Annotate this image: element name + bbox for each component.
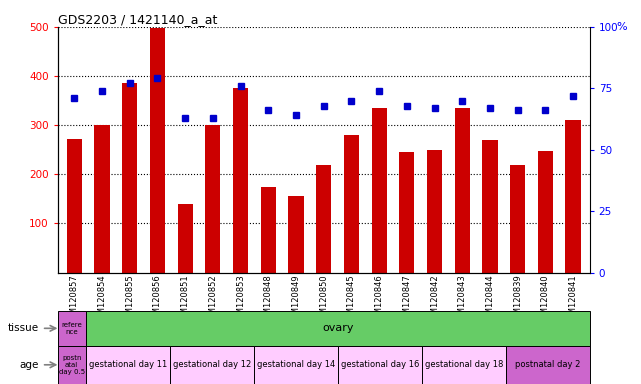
Text: age: age	[20, 360, 39, 370]
Bar	[58, 311, 86, 346]
Bar	[538, 151, 553, 273]
Bar	[454, 108, 470, 273]
Bar	[122, 83, 137, 273]
Bar	[86, 346, 170, 384]
Y-axis label: %: %	[617, 22, 627, 32]
Text: GDS2203 / 1421140_a_at: GDS2203 / 1421140_a_at	[58, 13, 217, 26]
Bar	[344, 135, 359, 273]
Bar	[482, 140, 497, 273]
Bar	[399, 152, 415, 273]
Bar	[565, 120, 581, 273]
Text: postn
atal
day 0.5: postn atal day 0.5	[58, 355, 85, 375]
Bar	[510, 164, 525, 273]
Bar	[288, 197, 304, 273]
Bar	[178, 204, 193, 273]
Bar	[205, 125, 221, 273]
Text: ovary: ovary	[322, 323, 353, 333]
Bar	[170, 346, 254, 384]
Bar	[316, 164, 331, 273]
Bar	[422, 346, 506, 384]
Text: tissue: tissue	[8, 323, 39, 333]
Bar	[150, 28, 165, 273]
Bar	[338, 346, 422, 384]
Text: refere
nce: refere nce	[62, 322, 82, 335]
Text: gestational day 11: gestational day 11	[88, 360, 167, 369]
Bar	[427, 150, 442, 273]
Bar	[372, 108, 387, 273]
Bar	[67, 139, 82, 273]
Bar	[58, 346, 86, 384]
Bar	[233, 88, 248, 273]
Bar	[94, 125, 110, 273]
Text: postnatal day 2: postnatal day 2	[515, 360, 580, 369]
Bar	[506, 346, 590, 384]
Bar	[261, 187, 276, 273]
Text: gestational day 16: gestational day 16	[340, 360, 419, 369]
Text: gestational day 14: gestational day 14	[256, 360, 335, 369]
Text: gestational day 12: gestational day 12	[172, 360, 251, 369]
Text: gestational day 18: gestational day 18	[424, 360, 503, 369]
Bar	[254, 346, 338, 384]
